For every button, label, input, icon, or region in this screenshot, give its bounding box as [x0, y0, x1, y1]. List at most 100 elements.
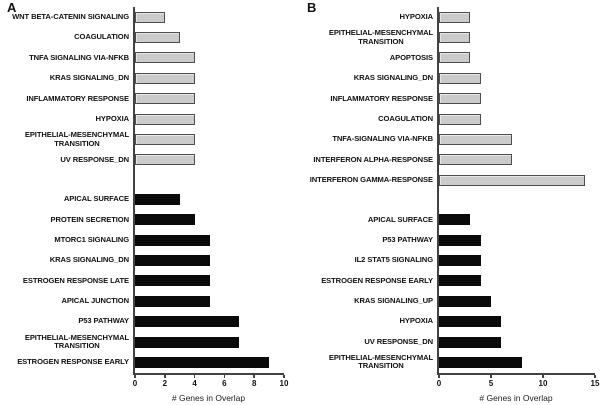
- axis-tick-label: 4: [192, 378, 197, 388]
- bar-label: IL2 STAT5 SIGNALING: [300, 250, 437, 270]
- bar-label: KRAS SIGNALING_DN: [0, 68, 133, 88]
- bar: [135, 134, 195, 146]
- bar-label-text: EPITHELIAL-MESENCHYMAL TRANSITION: [24, 130, 129, 148]
- axis-tick: [594, 374, 596, 378]
- bar-label-text: ESTROGEN RESPONSE EARLY: [17, 357, 129, 367]
- empty-label: [0, 170, 133, 189]
- bar-row: EPITHELIAL-MESENCHYMAL TRANSITION: [300, 352, 600, 373]
- bar-track: [437, 149, 600, 171]
- panel-b-x-axis: 0 5 10 15: [437, 372, 599, 389]
- bar-label-text: INFLAMMATORY RESPONSE: [330, 93, 433, 103]
- axis-tick-label: 10: [279, 378, 289, 388]
- group-gap-row: [0, 170, 300, 190]
- bar-label: HYPOXIA: [0, 109, 133, 129]
- bar-label: APOPTOSIS: [300, 48, 437, 68]
- bar-label: INTERFERON GAMMA-RESPONSE: [300, 170, 437, 190]
- bar-label: TNFA-SIGNALING VIA-NFKB: [300, 129, 437, 149]
- bar-track: [133, 108, 300, 130]
- bar-label-text: KRAS SIGNALING_UP: [354, 296, 433, 306]
- panel-b-label: B: [307, 0, 317, 15]
- bar: [439, 134, 512, 146]
- bar-row: COAGULATION: [300, 108, 600, 130]
- axis-tick: [134, 374, 136, 378]
- bar-row: INFLAMMATORY RESPONSE: [300, 88, 600, 109]
- axis-tick-label: 8: [251, 378, 257, 388]
- bar-track: [133, 88, 300, 109]
- axis-tick-label: 2: [162, 378, 168, 388]
- bar-label: ESTROGEN RESPONSE LATE: [0, 271, 133, 291]
- bar-track: [133, 7, 300, 28]
- bar-label: UV RESPONSE_DN: [300, 332, 437, 352]
- bar-track: [437, 331, 600, 353]
- bar: [135, 72, 195, 84]
- bar-track: [133, 270, 300, 292]
- bar-label: APICAL SURFACE: [300, 210, 437, 230]
- bar: [135, 154, 195, 166]
- bar-row: APOPTOSIS: [300, 47, 600, 69]
- bar-row: TNFA-SIGNALING VIA-NFKB: [300, 129, 600, 150]
- panel-b-bar-rows: HYPOXIA EPITHELIAL-MESENCHYMAL TRANSITION…: [300, 7, 600, 373]
- bar-track: [133, 229, 300, 251]
- bar-track: [437, 270, 600, 292]
- bar-label-text: COAGULATION: [74, 32, 129, 42]
- bar-label: ESTROGEN RESPONSE EARLY: [0, 352, 133, 372]
- bar-row: UV RESPONSE_DN: [0, 149, 300, 171]
- bar-track: [437, 209, 600, 230]
- bar-label: MTORC1 SIGNALING: [0, 230, 133, 250]
- bar-label: P53 PATHWAY: [300, 230, 437, 250]
- bar: [439, 316, 502, 328]
- axis-tick: [283, 374, 285, 378]
- bar-row: HYPOXIA: [0, 108, 300, 130]
- bar-label-text: TNFA-SIGNALING VIA-NFKB: [332, 134, 433, 144]
- bar-row: MTORC1 SIGNALING: [0, 229, 300, 251]
- axis-tick-label: 5: [488, 378, 494, 388]
- bar-row: ESTROGEN RESPONSE EARLY: [0, 352, 300, 373]
- axis-tick: [438, 374, 440, 378]
- bar-label: COAGULATION: [0, 27, 133, 47]
- bar-row: EPITHELIAL-MESENCHYMAL TRANSITION: [300, 27, 600, 48]
- bar-label: UV RESPONSE_DN: [0, 150, 133, 170]
- bar: [439, 93, 481, 105]
- bar-track: [437, 250, 600, 271]
- bar-row: KRAS SIGNALING_DN: [300, 68, 600, 89]
- bar-row: P53 PATHWAY: [300, 229, 600, 251]
- bar-row: COAGULATION: [0, 27, 300, 48]
- axis-tick: [253, 374, 255, 378]
- empty-label: [300, 191, 437, 210]
- bar-label-text: KRAS SIGNALING_DN: [49, 73, 129, 83]
- bar-row: HYPOXIA: [300, 7, 600, 28]
- bar-label-text: APICAL JUNCTION: [61, 296, 129, 306]
- bar: [439, 336, 502, 348]
- axis-tick: [223, 374, 226, 378]
- bar-label-text: ESTROGEN RESPONSE EARLY: [321, 275, 433, 285]
- bar-label-text: INTERFERON ALPHA-RESPONSE: [313, 154, 433, 164]
- bar-track: [133, 311, 300, 332]
- bar: [439, 356, 523, 368]
- axis-tick: [490, 374, 492, 378]
- panel-a-x-axis-title: # Genes in Overlap: [171, 392, 246, 403]
- bar: [439, 113, 481, 125]
- bar-row: APICAL SURFACE: [300, 209, 600, 230]
- panel-a-bar-rows: WNT BETA-CATENIN SIGNALING COAGULATION TNF…: [0, 7, 300, 373]
- bar-row: WNT BETA-CATENIN SIGNALING: [0, 7, 300, 28]
- bar-label-text: KRAS SIGNALING_DN: [353, 73, 433, 83]
- bar-label-text: HYPOXIA: [399, 316, 434, 326]
- axis-tick-label: 15: [590, 378, 600, 388]
- bar-track: [133, 149, 300, 171]
- bar-row: KRAS SIGNALING_UP: [300, 291, 600, 312]
- axis-line-segment: [133, 170, 300, 190]
- bar-row: EPITHELIAL-MESENCHYMAL TRANSITION: [0, 331, 300, 353]
- bar: [135, 32, 180, 44]
- bar-track: [437, 7, 600, 28]
- bar-row: EPITHELIAL-MESENCHYMAL TRANSITION: [0, 129, 300, 150]
- bar-label-text: COAGULATION: [378, 113, 433, 123]
- bar-track: [437, 352, 600, 373]
- bar-track: [133, 331, 300, 353]
- bar-label: HYPOXIA: [300, 7, 437, 27]
- bar: [135, 93, 195, 105]
- panel-b: B HYPOXIA EPITHELIAL-MESENCHYMAL TRANSITI…: [300, 0, 600, 405]
- bar-row: TNFA SIGNALING VIA-NFKB: [0, 47, 300, 69]
- bar-label: EPITHELIAL-MESENCHYMAL TRANSITION: [300, 352, 437, 372]
- bar: [439, 234, 481, 246]
- bar-label-text: APOPTOSIS: [389, 52, 433, 62]
